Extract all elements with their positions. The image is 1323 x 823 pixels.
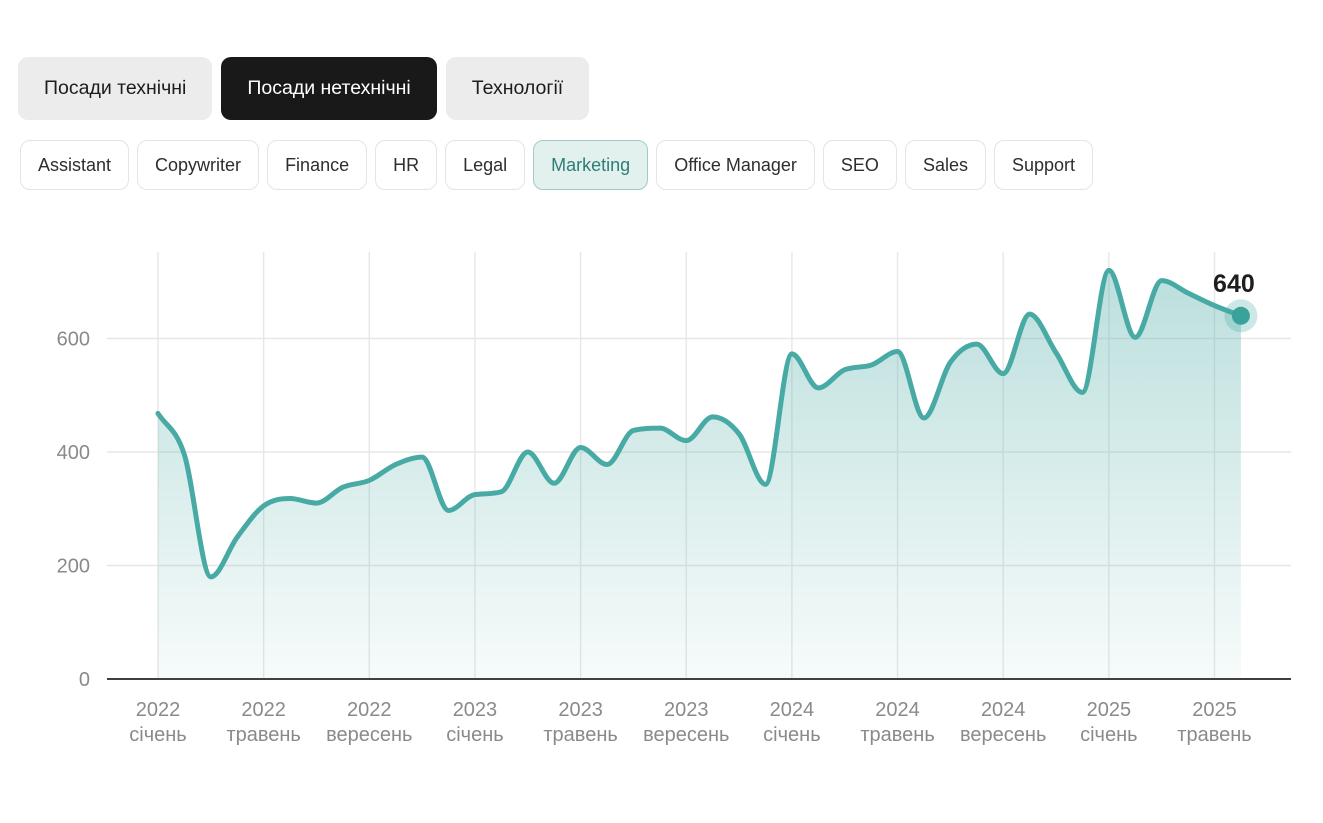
trend-line [155, 267, 1244, 580]
end-point-value-label: 640 [1213, 270, 1255, 298]
filter-chip-seo[interactable]: SEO [822, 140, 897, 190]
filter-chip-legal[interactable]: Legal [445, 140, 526, 190]
svg-text:400: 400 [57, 442, 90, 464]
svg-text:200: 200 [57, 556, 90, 578]
x-axis-tick-labels: 2022 січень 2022 травень 2022 вересень 2023 січ… [129, 699, 1251, 746]
tab-non-technical-roles[interactable]: Посади нетехнічні [221, 57, 437, 120]
trend-chart-svg[interactable]: 640 0 200 400 600 2022 січень 2022 травень 2022 ве… [0, 230, 1323, 790]
end-point-dot[interactable] [1231, 306, 1250, 325]
filter-chip-hr[interactable]: HR [375, 140, 438, 190]
filter-chip-assistant[interactable]: Assistant [20, 140, 130, 190]
filter-chip-sales[interactable]: Sales [904, 140, 986, 190]
tab-technologies[interactable]: Технології [445, 57, 590, 120]
vacancies-trend-chart[interactable]: 640 0 200 400 600 2022 січень 2022 травень 2022 ве… [0, 230, 1323, 790]
role-filter-chips: Assistant Copywriter Finance HR Legal Ma… [20, 140, 1094, 190]
tab-technical-roles[interactable]: Посади технічні [18, 57, 213, 120]
filter-chip-copywriter[interactable]: Copywriter [137, 140, 260, 190]
svg-text:600: 600 [57, 329, 90, 351]
filter-chip-marketing[interactable]: Marketing [533, 140, 649, 190]
filter-chip-finance[interactable]: Finance [267, 140, 368, 190]
category-tabs: Посади технічні Посади нетехнічні Технол… [18, 57, 590, 120]
y-axis-tick-labels: 0 200 400 600 [57, 329, 90, 692]
filter-chip-support[interactable]: Support [993, 140, 1094, 190]
area-fill [158, 270, 1241, 679]
svg-text:0: 0 [79, 669, 90, 691]
filter-chip-office-manager[interactable]: Office Manager [656, 140, 815, 190]
